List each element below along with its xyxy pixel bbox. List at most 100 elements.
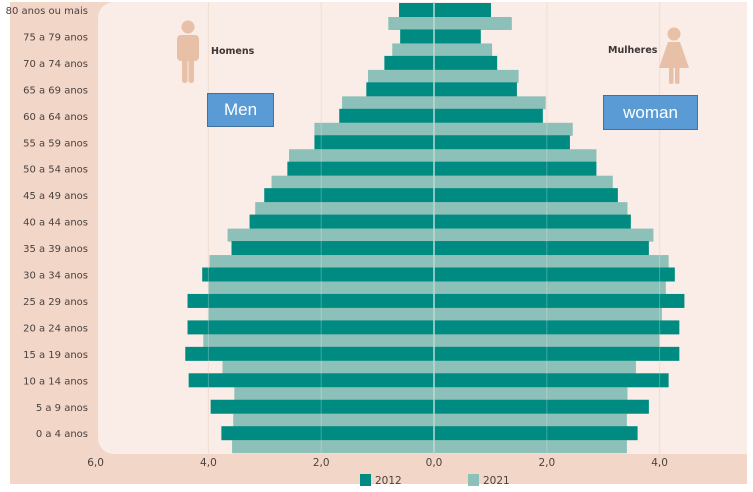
bar-men-2021 <box>255 202 434 216</box>
bar-women-2021 <box>434 255 669 269</box>
bar-women-2012 <box>434 55 498 70</box>
bar-men-2021 <box>222 360 434 374</box>
bar-women-2021 <box>434 307 662 321</box>
age-group-label: 60 a 64 anos <box>23 112 88 123</box>
bar-women-2012 <box>434 320 680 335</box>
bar-women-2021 <box>434 228 654 242</box>
bar-women-2021 <box>434 122 573 136</box>
bar-men-2021 <box>342 96 434 110</box>
woman-icon <box>659 27 689 84</box>
age-group-label: 35 a 39 anos <box>23 244 88 255</box>
bar-men-2012 <box>210 399 434 414</box>
bar-men-2012 <box>202 267 434 282</box>
bar-women-2012 <box>434 293 685 308</box>
woman-callout-box: woman <box>603 95 698 130</box>
bar-men-2021 <box>271 175 434 189</box>
bar-women-2021 <box>434 360 636 374</box>
bar-women-2021 <box>434 387 628 401</box>
legend: 2012 2021 <box>360 474 510 487</box>
bar-women-2021 <box>434 175 613 189</box>
bar-women-2012 <box>434 82 517 97</box>
bar-women-2012 <box>434 3 491 17</box>
x-tick-labels: 6,0 4,0 2,0 0,0 2,0 4,0 <box>87 457 668 469</box>
bar-women-2021 <box>434 17 512 30</box>
bar-men-2012 <box>249 214 434 229</box>
bar-men-2012 <box>314 135 434 150</box>
x-tick-label: 4,0 <box>651 457 668 469</box>
x-tick-label: 2,0 <box>538 457 555 469</box>
bar-women-2012 <box>434 188 618 203</box>
age-group-label: 30 a 34 anos <box>23 271 88 282</box>
x-tick-label: 2,0 <box>313 457 330 469</box>
bar-women-2012 <box>434 267 675 282</box>
age-group-label: 70 a 74 anos <box>23 59 88 70</box>
bar-women-2012 <box>434 29 481 44</box>
bar-women-2021 <box>434 281 666 295</box>
bar-men-2021 <box>227 228 434 242</box>
bar-men-2012 <box>399 3 434 17</box>
age-group-label: 25 a 29 anos <box>23 297 88 308</box>
bar-women-2021 <box>434 440 627 454</box>
bar-men-2021 <box>368 69 434 83</box>
bar-men-2012 <box>264 188 434 203</box>
bar-women-2012 <box>434 161 597 176</box>
age-group-label: 10 a 14 anos <box>23 376 88 387</box>
bar-women-2021 <box>434 96 546 110</box>
bar-men-2021 <box>314 122 434 136</box>
bar-men-2012 <box>400 29 434 44</box>
x-tick-label: 0,0 <box>426 457 443 469</box>
bar-men-2012 <box>185 346 434 361</box>
bar-women-2021 <box>434 69 519 83</box>
bar-men-2012 <box>384 55 434 70</box>
x-tick-label: 4,0 <box>200 457 217 469</box>
bar-women-2012 <box>434 373 669 388</box>
men-side-label: Homens <box>211 46 255 57</box>
bar-men-2012 <box>221 426 434 441</box>
legend-swatch-2012 <box>360 474 371 486</box>
man-icon <box>177 20 199 83</box>
bar-men-2012 <box>231 241 434 256</box>
bar-men-2021 <box>234 387 434 401</box>
bar-women-2021 <box>434 149 597 163</box>
age-group-label: 75 a 79 anos <box>23 32 88 43</box>
bar-men-2021 <box>289 149 434 163</box>
bar-women-2012 <box>434 399 649 414</box>
bars <box>185 2 685 454</box>
bar-men-2021 <box>208 281 434 295</box>
bar-men-2021 <box>208 307 434 321</box>
bar-men-2021 <box>233 413 434 427</box>
bar-women-2012 <box>434 426 638 441</box>
bar-women-2012 <box>434 135 570 150</box>
bar-men-2012 <box>287 161 434 176</box>
age-group-label: 50 a 54 anos <box>23 165 88 176</box>
bar-men-2012 <box>339 108 434 123</box>
bar-men-2021 <box>232 440 434 454</box>
bar-women-2012 <box>434 214 631 229</box>
bar-women-2021 <box>434 43 493 57</box>
age-group-label: 5 a 9 anos <box>36 403 88 414</box>
legend-swatch-2021 <box>468 474 479 486</box>
bar-men-2021 <box>388 17 434 30</box>
age-group-label: 80 anos ou mais <box>6 6 88 17</box>
bar-women-2012 <box>434 241 649 256</box>
age-group-label: 0 a 4 anos <box>36 429 88 440</box>
x-tick-label: 6,0 <box>87 457 104 469</box>
age-group-label: 55 a 59 anos <box>23 138 88 149</box>
bar-men-2012 <box>187 293 434 308</box>
age-group-label: 15 a 19 anos <box>23 350 88 361</box>
age-group-label: 40 a 44 anos <box>23 218 88 229</box>
bar-men-2012 <box>366 82 434 97</box>
men-callout-box: Men <box>207 93 274 127</box>
bar-men-2021 <box>203 334 434 348</box>
women-side-label: Mulheres <box>608 45 658 56</box>
age-group-label: 65 a 69 anos <box>23 85 88 96</box>
bar-men-2021 <box>209 255 434 269</box>
bar-men-2021 <box>392 43 434 57</box>
bar-women-2021 <box>434 334 660 348</box>
age-group-label: 20 a 24 anos <box>23 323 88 334</box>
bar-women-2012 <box>434 108 543 123</box>
legend-label-2012: 2012 <box>375 475 402 487</box>
legend-label-2021: 2021 <box>483 475 510 487</box>
age-labels: 80 anos ou mais 75 a 79 anos 70 a 74 anos 6… <box>6 6 88 440</box>
